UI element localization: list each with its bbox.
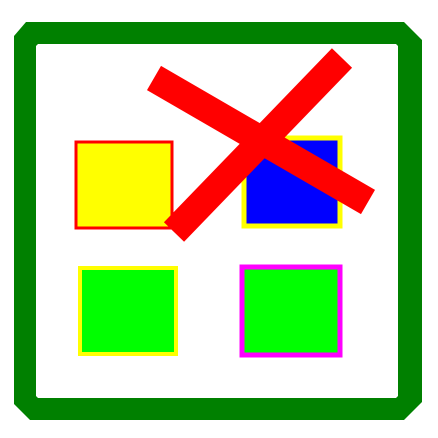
yellow-square xyxy=(74,140,174,230)
green-square-left xyxy=(78,266,178,356)
cross-stroke-b xyxy=(163,48,353,242)
green-square-right xyxy=(239,264,343,358)
red-cross-icon xyxy=(146,48,376,242)
